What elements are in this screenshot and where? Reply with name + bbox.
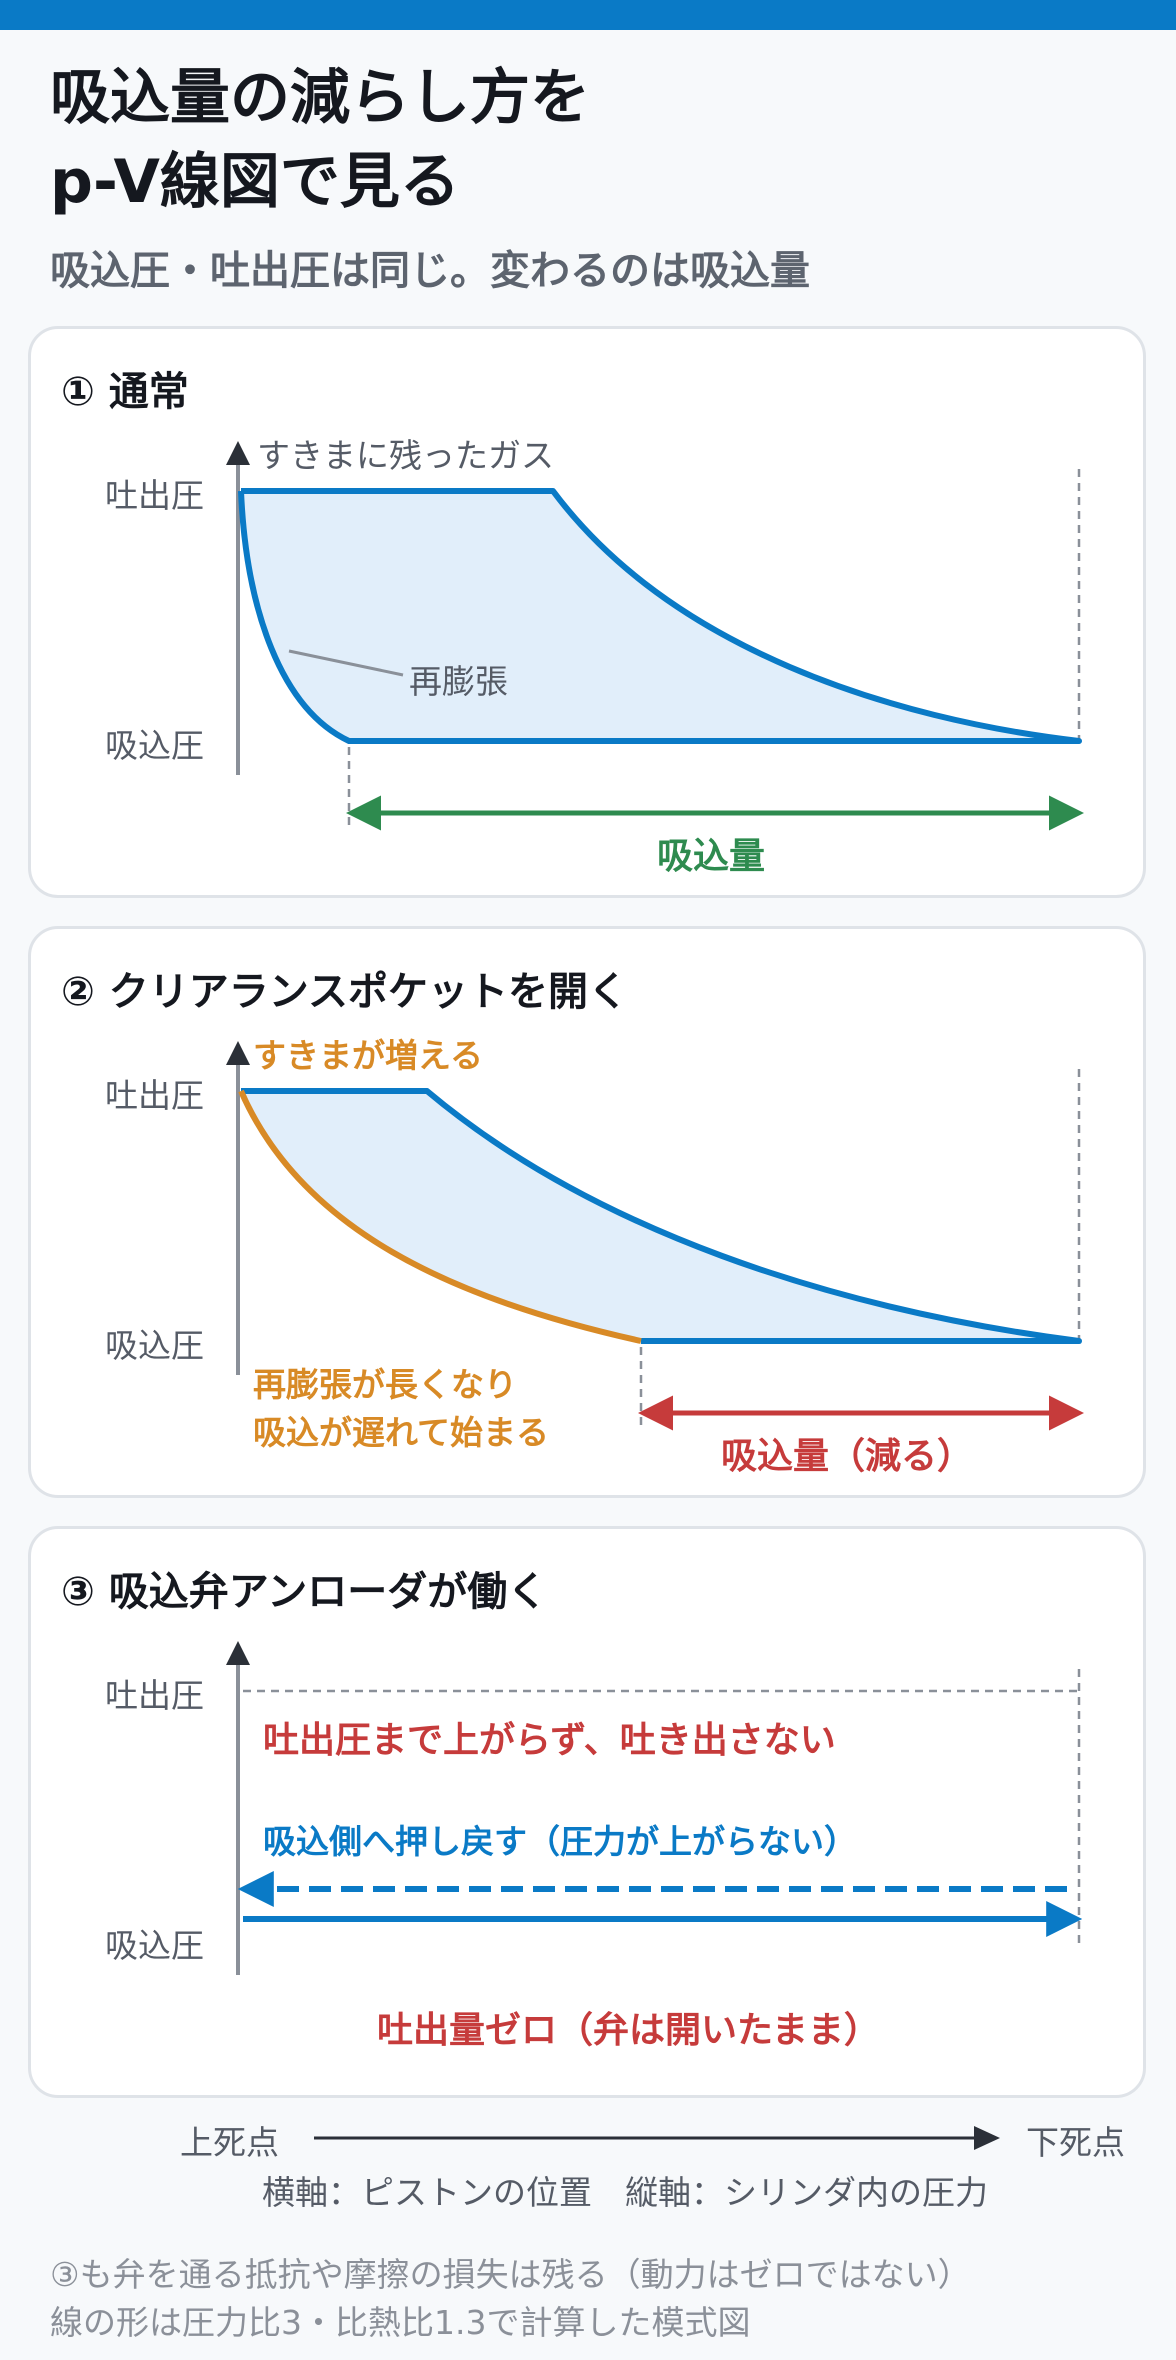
suction-pressure-label: 吸込圧 [105,1326,204,1365]
pressure-axis-arrowhead [226,441,250,465]
title-line-2: p-V線図で見る [50,147,460,217]
reexpansion-label: 再膨張 [409,662,508,701]
panel-title: ② クリアランスポケットを開く [61,969,628,1015]
reexpansion-leader [288,649,404,677]
footnote-2: 線の形は圧力比3・比熱比1.3で計算した模式図 [50,2303,751,2342]
discharge-pressure-label: 吐出圧 [105,1676,204,1715]
pv-diagram-clearance-pocket [226,1041,1084,1431]
push-back-note: 吸込側へ押し戻す（圧力が上がらない） [263,1822,857,1861]
panel-normal: ① 通常 吐出圧 吸込圧 すきまに残ったガス 再膨張 吸込量 [28,326,1146,898]
page-subtitle: 吸込圧・吐出圧は同じ。変わるのは吸込量 [50,248,810,294]
pressure-axis-arrowhead [226,1641,250,1665]
panel-title: ③ 吸込弁アンローダが働く [61,1569,548,1615]
panel-clearance-pocket: ② クリアランスポケットを開く 吐出圧 吸込圧 すきまが増える 再膨張が長くなり… [28,926,1146,1498]
intake-volume-label: 吸込量（減る） [721,1436,974,1477]
clearance-increase-label: すきまが増える [253,1036,484,1075]
panel-title: ① 通常 [61,369,189,415]
work-area-fill [241,1091,1079,1341]
reexpansion-note-line-2: 吸込が遅れて始まる [253,1413,550,1452]
axes-legend: 横軸：ピストンの位置 縦軸：シリンダ内の圧力 [262,2173,988,2212]
intake-volume-label: 吸込量 [657,836,766,877]
work-area-fill [241,491,1079,741]
panel-valve-unloader: ③ 吸込弁アンローダが働く 吐出圧 吸込圧 吐出圧まで上がらず、吐き出さない 吸… [28,1526,1146,2098]
discharge-pressure-label: 吐出圧 [105,1076,204,1115]
discharge-pressure-label: 吐出圧 [105,476,204,515]
reexpansion-note-line-1: 再膨張が長くなり [253,1365,517,1404]
pv-diagram-normal [226,441,1084,831]
pv-diagram-valve-unloader [226,1641,1083,1975]
suction-pressure-label: 吸込圧 [105,1926,204,1965]
suction-pressure-label: 吸込圧 [105,726,204,765]
footnote-1: ③も弁を通る抵抗や摩擦の損失は残る（動力はゼロではない） [50,2255,971,2294]
reexpansion-curve [238,1089,642,1344]
position-axis-arrow [314,2126,1000,2150]
pressure-axis-arrowhead [226,1041,250,1065]
cycle-outline [238,488,1082,744]
page-title: 吸込量の減らし方を p-V線図で見る [50,56,1130,224]
tdc-label: 上死点 [180,2123,279,2162]
bdc-label: 下死点 [1026,2123,1125,2162]
title-line-1: 吸込量の減らし方を [50,63,590,133]
reexpansion-note: 再膨張が長くなり 吸込が遅れて始まる [253,1361,549,1457]
no-discharge-note: 吐出圧まで上がらず、吐き出さない [263,1720,836,1761]
top-accent-bar [0,0,1176,30]
position-axis-legend: 上死点 下死点 [0,2100,1176,2180]
clearance-gas-label: すきまに残ったガス [257,436,554,475]
cycle-outline [241,1088,1082,1344]
zero-discharge-label: 吐出量ゼロ（弁は開いたまま） [377,2010,880,2051]
